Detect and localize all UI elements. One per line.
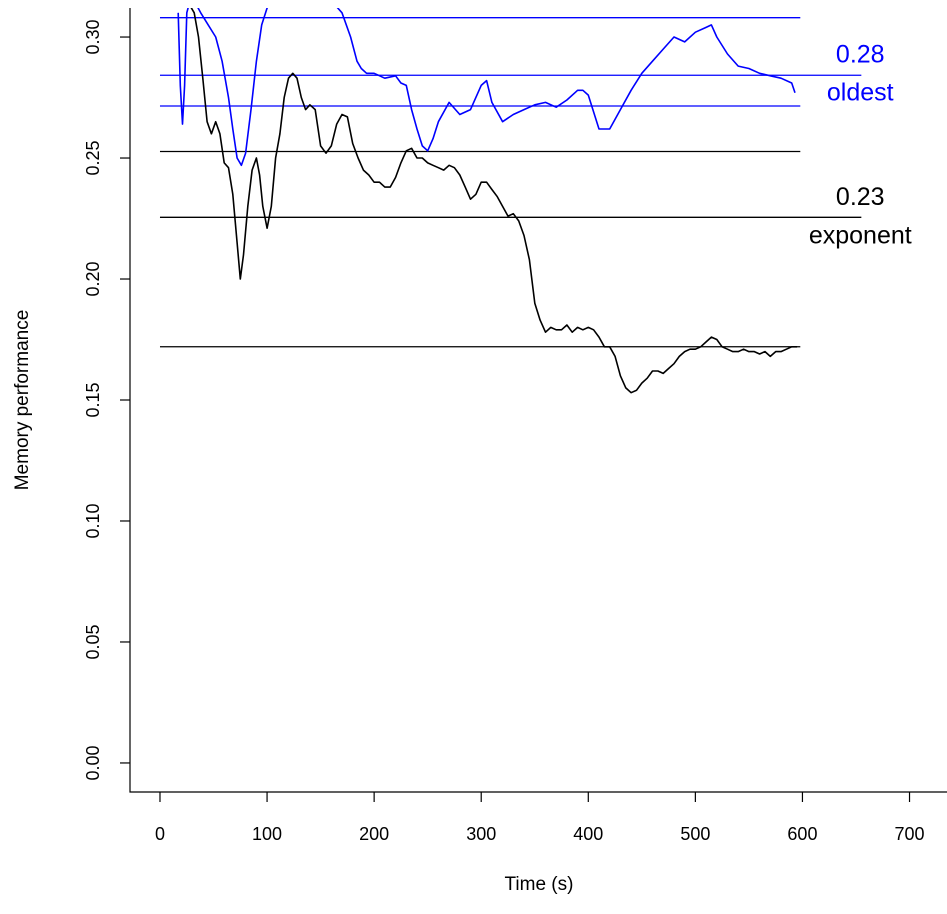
y-tick-label: 0.05 xyxy=(83,624,103,659)
y-tick-label: 0.30 xyxy=(83,20,103,55)
series-line-0 xyxy=(177,8,796,167)
x-tick-label: 600 xyxy=(787,824,817,844)
y-tick-label: 0.20 xyxy=(83,261,103,296)
plot-area xyxy=(159,8,862,394)
y-tick-label: 0.25 xyxy=(83,141,103,176)
y-tick-label: 0.10 xyxy=(83,503,103,538)
x-tick-label: 200 xyxy=(359,824,389,844)
x-tick-label: 100 xyxy=(252,824,282,844)
y-axis-label: Memory performance xyxy=(12,310,33,491)
axis-ticks: 0 100 200 300 400 500 600 700 0.00 0.05 0.10 0.15 0.… xyxy=(83,20,925,844)
annotation-label: exponent xyxy=(809,221,912,249)
x-tick-label: 500 xyxy=(680,824,710,844)
series-line-1 xyxy=(190,8,798,394)
x-axis-label: Time (s) xyxy=(505,874,574,895)
annotation-label: 0.28 xyxy=(836,40,885,68)
y-tick-label: 0.15 xyxy=(83,382,103,417)
x-tick-label: 0 xyxy=(155,824,165,844)
annotation-label: oldest xyxy=(827,79,894,107)
axis-frame xyxy=(129,8,947,793)
x-tick-label: 300 xyxy=(466,824,496,844)
y-tick-label: 0.00 xyxy=(83,745,103,780)
annotations: 0.28 oldest 0.23 exponent xyxy=(809,40,912,249)
x-tick-label: 400 xyxy=(573,824,603,844)
annotation-label: 0.23 xyxy=(836,183,885,211)
x-tick-label: 700 xyxy=(894,824,924,844)
